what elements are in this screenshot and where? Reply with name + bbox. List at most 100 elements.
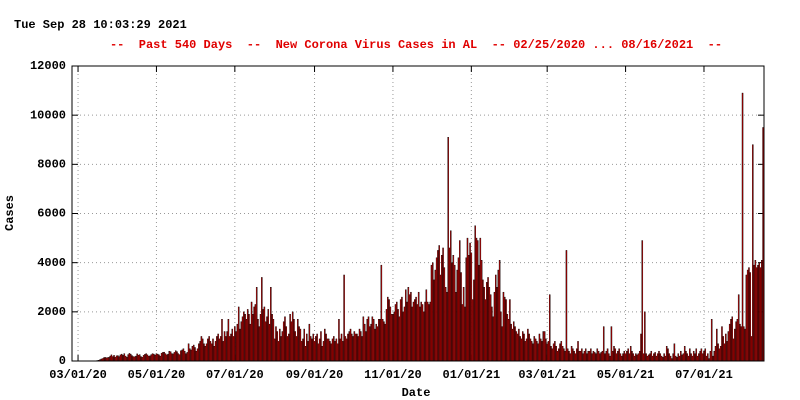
bar: [352, 336, 354, 362]
bar: [173, 352, 176, 362]
bar: [244, 314, 246, 362]
bar: [358, 328, 361, 362]
bar: [551, 348, 554, 362]
bar: [392, 314, 394, 362]
bar: [443, 267, 446, 362]
bar: [482, 279, 484, 362]
bar: [477, 240, 479, 362]
bar: [664, 355, 667, 362]
bar: [164, 353, 167, 362]
bar: [437, 250, 439, 362]
bar: [726, 341, 728, 362]
bar: [267, 309, 270, 362]
bar: [597, 350, 600, 362]
bar: [280, 336, 282, 362]
bar: [141, 357, 144, 362]
bar: [498, 260, 501, 362]
bar: [218, 338, 221, 362]
bar: [271, 314, 273, 362]
bar: [586, 353, 588, 362]
bar: [595, 353, 597, 362]
bar: [417, 291, 420, 362]
bar: [120, 353, 123, 362]
bar: [159, 355, 162, 362]
bar: [300, 341, 303, 362]
bar: [227, 319, 230, 362]
bar: [236, 323, 239, 362]
bar: [649, 353, 651, 362]
bar: [548, 294, 551, 362]
bar: [376, 326, 379, 362]
bar: [559, 343, 561, 362]
bar: [707, 353, 709, 362]
bar: [496, 287, 498, 362]
bar: [153, 353, 155, 362]
bar: [375, 323, 377, 362]
bar: [379, 319, 381, 362]
bar: [335, 338, 338, 362]
bar: [204, 346, 207, 362]
bar: [302, 338, 304, 362]
bar: [466, 237, 469, 362]
bar: [703, 350, 705, 362]
bar: [245, 319, 248, 362]
bar: [514, 326, 516, 362]
bar: [176, 351, 178, 362]
bar: [674, 355, 677, 362]
bar: [254, 304, 257, 362]
bar: [241, 316, 244, 362]
bar: [493, 291, 496, 362]
bar: [160, 352, 163, 362]
bar: [195, 350, 198, 362]
bar: [381, 319, 384, 362]
bar: [158, 354, 160, 362]
bar: [632, 353, 635, 362]
bar: [155, 353, 158, 362]
y-tick-label: 12000: [30, 59, 66, 73]
bar: [541, 341, 543, 362]
bar: [162, 352, 164, 362]
bar: [325, 333, 327, 362]
bar: [479, 237, 482, 362]
bar: [255, 287, 258, 362]
bar: [257, 319, 259, 362]
bar: [156, 353, 159, 362]
bar: [135, 355, 137, 362]
bar: [647, 354, 650, 362]
bar: [725, 333, 727, 362]
bar: [721, 326, 723, 362]
bar: [387, 296, 389, 362]
bar: [565, 250, 568, 362]
bar: [731, 316, 733, 362]
bar: [690, 353, 692, 362]
bar: [326, 338, 329, 362]
bar: [626, 350, 628, 362]
bar: [307, 341, 309, 362]
bar: [624, 353, 627, 362]
bar: [743, 326, 745, 362]
bar: [759, 267, 762, 362]
bar: [199, 341, 201, 362]
bar: [439, 274, 442, 362]
bar: [253, 306, 255, 362]
bar: [385, 309, 388, 362]
bar: [362, 316, 365, 362]
bar: [378, 319, 380, 362]
bar: [572, 348, 574, 362]
bar: [545, 338, 547, 362]
bar: [149, 355, 151, 362]
bar: [226, 331, 228, 362]
bar: [735, 321, 737, 362]
bar: [552, 343, 555, 362]
bar: [444, 287, 447, 362]
bar: [646, 355, 649, 362]
bar: [507, 319, 510, 362]
bar: [698, 353, 700, 362]
bar: [659, 353, 662, 362]
bar: [573, 350, 575, 362]
bar: [506, 314, 509, 362]
x-tick-label: 03/01/20: [49, 368, 107, 382]
bar: [194, 347, 196, 362]
bar: [348, 331, 350, 362]
bar: [416, 304, 419, 362]
